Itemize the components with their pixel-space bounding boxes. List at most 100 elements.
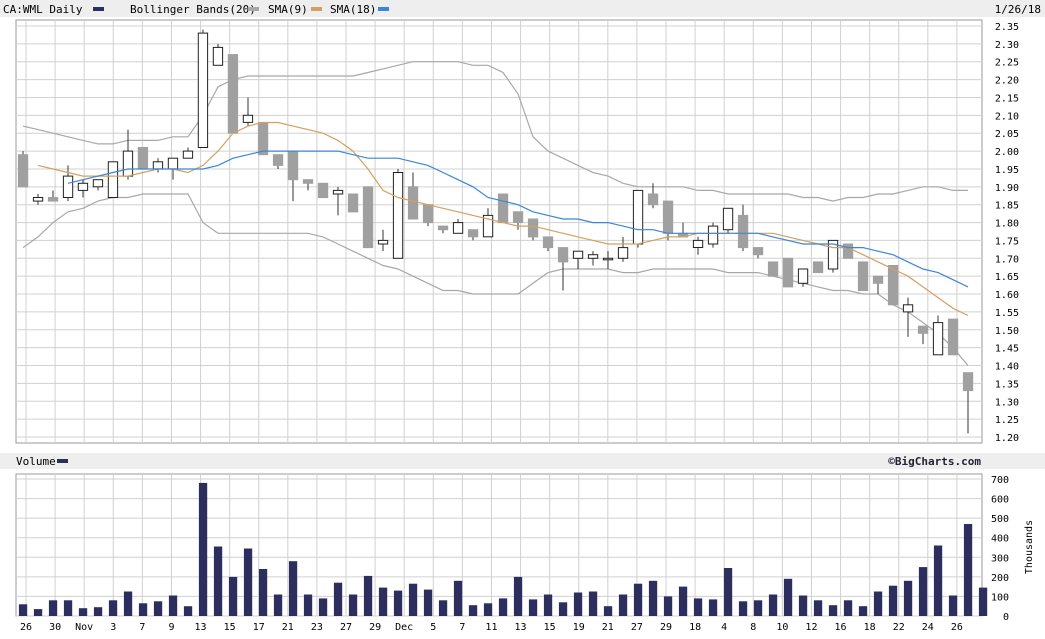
candle-down bbox=[962, 372, 974, 392]
price-header-bar bbox=[0, 0, 1045, 17]
volume-bar bbox=[108, 600, 118, 616]
candle-up bbox=[617, 247, 629, 259]
volume-bar bbox=[918, 567, 928, 616]
x-tick-label: 9 bbox=[168, 622, 174, 633]
volume-bar bbox=[663, 596, 673, 616]
x-tick-label: 10 bbox=[776, 622, 788, 633]
x-tick-label: 21 bbox=[602, 622, 614, 633]
volume-bar bbox=[588, 591, 598, 616]
bollinger-legend-marker bbox=[248, 7, 259, 11]
volume-bar bbox=[138, 603, 148, 616]
volume-bar bbox=[783, 578, 793, 616]
volume-bar bbox=[693, 598, 703, 616]
volume-bar bbox=[453, 580, 463, 616]
volume-bar bbox=[183, 606, 193, 616]
volume-plot-frame bbox=[15, 473, 983, 617]
volume-bar bbox=[318, 598, 328, 616]
x-tick-label: 8 bbox=[750, 622, 756, 633]
volume-bar bbox=[573, 592, 583, 616]
x-tick-label: 29 bbox=[660, 622, 672, 633]
volume-bar bbox=[123, 591, 133, 616]
candle-up bbox=[722, 207, 734, 231]
candle-up bbox=[32, 197, 44, 202]
x-tick-label: 13 bbox=[195, 622, 207, 633]
volume-bar bbox=[948, 595, 958, 616]
volume-y-axis: 0 100 200 300 400 500 600 700 bbox=[991, 475, 1009, 623]
x-tick-label: 27 bbox=[631, 622, 643, 633]
candle-down bbox=[497, 193, 509, 224]
candle-up bbox=[77, 182, 89, 191]
x-tick-label: 7 bbox=[139, 622, 145, 633]
price-tick-label: 1.25 bbox=[995, 415, 1019, 426]
candle-down bbox=[752, 247, 764, 256]
volume-bar bbox=[273, 594, 283, 616]
candle-up bbox=[602, 257, 614, 261]
price-tick-label: 1.35 bbox=[995, 379, 1019, 390]
candle-down bbox=[47, 197, 59, 202]
x-tick-label: 21 bbox=[282, 622, 294, 633]
volume-axis-title: Thousands bbox=[1024, 520, 1035, 574]
candle-down bbox=[647, 193, 659, 206]
volume-bar bbox=[198, 482, 208, 616]
candle-up bbox=[62, 175, 74, 199]
candle-up bbox=[902, 304, 914, 313]
volume-bar bbox=[258, 569, 268, 616]
candle-down bbox=[227, 54, 239, 134]
volume-bar bbox=[873, 591, 883, 616]
volume-bar bbox=[828, 605, 838, 616]
volume-bar bbox=[738, 601, 748, 616]
volume-bar bbox=[18, 604, 28, 616]
candle-down bbox=[437, 225, 449, 231]
volume-tick-label: 700 bbox=[991, 475, 1009, 486]
volume-bar bbox=[363, 575, 373, 616]
candle-down bbox=[17, 154, 29, 188]
candle-up bbox=[692, 239, 704, 248]
candle-down bbox=[362, 186, 374, 249]
candle-down bbox=[512, 211, 524, 224]
x-tick-label: 16 bbox=[835, 622, 847, 633]
volume-bar bbox=[288, 561, 298, 616]
volume-bar bbox=[153, 601, 163, 616]
x-tick-label: 26 bbox=[20, 622, 32, 633]
candle-down bbox=[422, 204, 434, 224]
x-tick-label: 18 bbox=[864, 622, 876, 633]
price-tick-label: 1.45 bbox=[995, 344, 1019, 355]
candle-down bbox=[782, 257, 794, 288]
candle-down bbox=[857, 261, 869, 291]
volume-bar bbox=[843, 600, 853, 616]
volume-bar bbox=[333, 582, 343, 616]
candle-up bbox=[212, 46, 224, 66]
candle-down bbox=[407, 186, 419, 220]
volume-bars bbox=[18, 482, 988, 616]
volume-bar bbox=[978, 587, 988, 616]
candle-down bbox=[347, 193, 359, 213]
volume-label: Volume bbox=[16, 455, 56, 468]
x-tick-label: 4 bbox=[721, 622, 727, 633]
volume-bar bbox=[723, 568, 733, 616]
volume-bar bbox=[63, 600, 73, 616]
candle-up bbox=[482, 214, 494, 238]
candle-up bbox=[452, 222, 464, 234]
candle-down bbox=[662, 200, 674, 234]
volume-bar bbox=[708, 599, 718, 616]
x-tick-label: 13 bbox=[515, 622, 527, 633]
candle-down bbox=[467, 229, 479, 238]
x-tick-label: 30 bbox=[49, 622, 61, 633]
sma9-line bbox=[37, 121, 969, 317]
volume-bar bbox=[543, 594, 553, 616]
candle-down bbox=[887, 265, 899, 306]
candle-down bbox=[557, 247, 569, 263]
volume-tick-label: 100 bbox=[991, 592, 1009, 603]
x-axis-labels: 26 30 Nov 3 7 9 13 15 17 21 23 27 29 Dec 5 7 11 13 15 19 21 2… bbox=[20, 622, 963, 633]
bollinger-upper-line bbox=[22, 61, 968, 202]
candle-down bbox=[272, 154, 284, 166]
price-tick-label: 1.40 bbox=[995, 362, 1019, 373]
price-grid bbox=[16, 20, 982, 443]
bollinger-legend-label: Bollinger Bands(20) bbox=[130, 3, 256, 16]
price-tick-label: 1.60 bbox=[995, 290, 1019, 301]
price-tick-label: 1.85 bbox=[995, 201, 1019, 212]
sma9-legend-label: SMA(9) bbox=[268, 3, 308, 16]
price-tick-label: 2.15 bbox=[995, 93, 1019, 104]
